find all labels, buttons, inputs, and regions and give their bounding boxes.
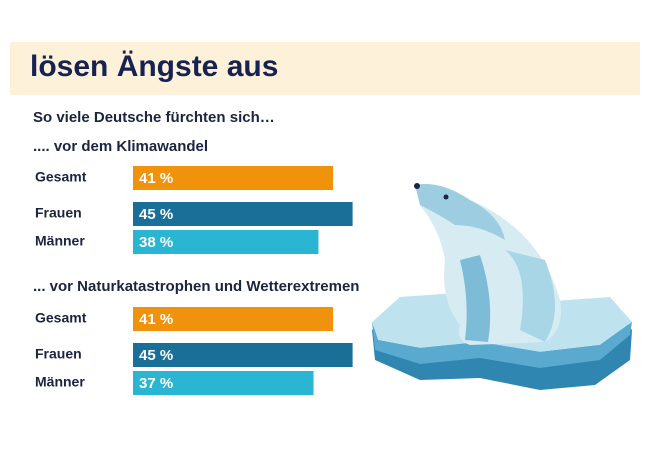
category-label: Frauen bbox=[35, 346, 82, 362]
bar bbox=[133, 230, 319, 254]
chart-title: .... vor dem Klimawandel bbox=[33, 138, 208, 155]
bar bbox=[133, 166, 334, 190]
category-label: Männer bbox=[35, 374, 85, 390]
value-label: 45 % bbox=[139, 347, 173, 364]
category-label: Männer bbox=[35, 233, 85, 249]
value-label: 41 % bbox=[139, 311, 173, 328]
value-label: 37 % bbox=[139, 375, 173, 392]
bar bbox=[133, 202, 353, 226]
bar bbox=[133, 307, 334, 331]
header-band bbox=[10, 42, 640, 95]
bar bbox=[133, 371, 314, 395]
chart-title: ... vor Naturkatastrophen und Wetterextr… bbox=[33, 278, 359, 295]
bar bbox=[133, 343, 353, 367]
subtitle: So viele Deutsche fürchten sich… bbox=[33, 109, 275, 126]
value-label: 38 % bbox=[139, 234, 173, 251]
value-label: 45 % bbox=[139, 206, 173, 223]
category-label: Gesamt bbox=[35, 169, 87, 185]
page-title: lösen Ängste aus bbox=[30, 50, 278, 83]
category-label: Frauen bbox=[35, 205, 82, 221]
polar-bear-illustration bbox=[372, 183, 632, 390]
category-label: Gesamt bbox=[35, 310, 87, 326]
value-label: 41 % bbox=[139, 170, 173, 187]
